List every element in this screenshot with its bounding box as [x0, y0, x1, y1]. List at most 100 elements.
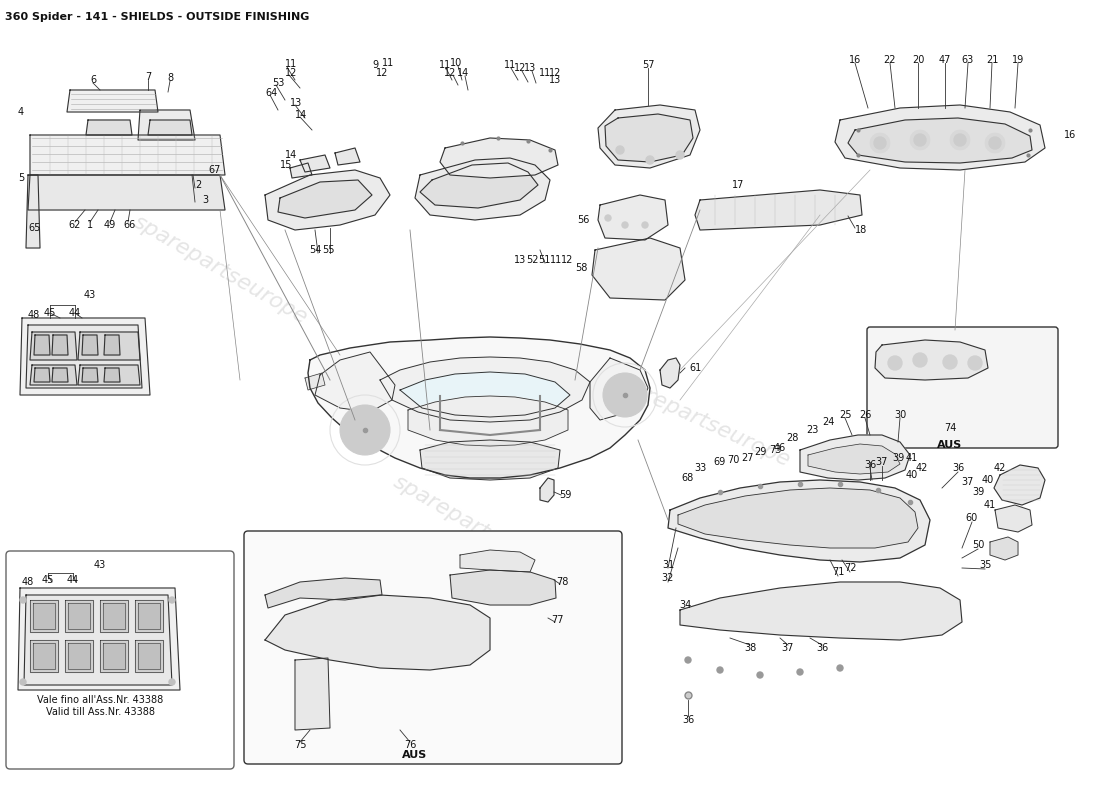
- Text: 39: 39: [892, 453, 904, 463]
- Text: 10: 10: [450, 58, 462, 68]
- Text: 39: 39: [972, 487, 984, 497]
- Text: 31: 31: [662, 560, 674, 570]
- Text: 12: 12: [285, 68, 297, 78]
- Text: 11: 11: [504, 60, 516, 70]
- Polygon shape: [100, 640, 128, 672]
- Text: 29: 29: [754, 447, 767, 457]
- Text: 52: 52: [526, 255, 538, 265]
- Text: 62: 62: [69, 220, 81, 230]
- Circle shape: [603, 373, 647, 417]
- Circle shape: [888, 356, 902, 370]
- Text: 26: 26: [859, 410, 871, 420]
- Circle shape: [646, 156, 654, 164]
- Circle shape: [984, 133, 1005, 153]
- Text: 11: 11: [285, 59, 297, 69]
- Text: 75: 75: [294, 740, 306, 750]
- Polygon shape: [65, 640, 94, 672]
- Polygon shape: [265, 170, 390, 230]
- Circle shape: [989, 137, 1001, 149]
- Text: Valid till Ass.Nr. 43388: Valid till Ass.Nr. 43388: [45, 707, 154, 717]
- Text: 13: 13: [290, 98, 303, 108]
- Text: 50: 50: [971, 540, 984, 550]
- Text: 61: 61: [689, 363, 701, 373]
- Text: 15: 15: [280, 160, 293, 170]
- Polygon shape: [336, 148, 360, 165]
- Text: 36: 36: [952, 463, 964, 473]
- Circle shape: [954, 134, 966, 146]
- Text: 73: 73: [769, 445, 781, 455]
- Circle shape: [968, 356, 982, 370]
- Polygon shape: [34, 368, 50, 382]
- Circle shape: [950, 130, 970, 150]
- Text: 70: 70: [727, 455, 739, 465]
- Text: 43: 43: [94, 560, 106, 570]
- Polygon shape: [800, 435, 910, 480]
- Text: 11: 11: [550, 255, 562, 265]
- Text: 37: 37: [876, 457, 888, 467]
- Polygon shape: [808, 444, 900, 474]
- Text: 4: 4: [18, 107, 24, 117]
- Polygon shape: [305, 373, 324, 390]
- Polygon shape: [86, 120, 132, 135]
- Polygon shape: [450, 570, 556, 605]
- Polygon shape: [67, 90, 158, 112]
- Circle shape: [169, 597, 175, 603]
- Polygon shape: [415, 158, 550, 220]
- Polygon shape: [65, 600, 94, 632]
- Text: 22: 22: [883, 55, 896, 65]
- Circle shape: [605, 215, 610, 221]
- Text: 37: 37: [782, 643, 794, 653]
- Polygon shape: [295, 658, 330, 730]
- Polygon shape: [265, 595, 490, 670]
- Text: 49: 49: [103, 220, 117, 230]
- Text: 44: 44: [67, 575, 79, 585]
- Polygon shape: [103, 603, 125, 629]
- Circle shape: [837, 665, 843, 671]
- Text: 42: 42: [916, 463, 928, 473]
- Polygon shape: [82, 368, 98, 382]
- Circle shape: [642, 222, 648, 228]
- Circle shape: [943, 355, 957, 369]
- Text: 77: 77: [551, 615, 563, 625]
- Polygon shape: [598, 195, 668, 240]
- Circle shape: [717, 667, 723, 673]
- Polygon shape: [660, 358, 680, 388]
- Circle shape: [874, 137, 886, 149]
- Polygon shape: [24, 595, 172, 685]
- Polygon shape: [135, 640, 163, 672]
- Text: 59: 59: [559, 490, 571, 500]
- Text: 17: 17: [732, 180, 745, 190]
- Text: 71: 71: [832, 567, 844, 577]
- Text: 13: 13: [524, 63, 536, 73]
- Text: 12: 12: [443, 68, 456, 78]
- Polygon shape: [379, 357, 590, 422]
- Text: 36: 36: [864, 460, 876, 470]
- Text: 48: 48: [28, 310, 41, 320]
- Polygon shape: [668, 480, 930, 562]
- Text: 41: 41: [906, 453, 918, 463]
- Text: 63: 63: [961, 55, 975, 65]
- Polygon shape: [308, 337, 650, 478]
- Text: 12: 12: [514, 63, 526, 73]
- Polygon shape: [68, 643, 90, 669]
- Text: 14: 14: [456, 68, 469, 78]
- Polygon shape: [678, 488, 918, 548]
- Polygon shape: [78, 365, 140, 385]
- Text: 25: 25: [838, 410, 851, 420]
- Text: 55: 55: [321, 245, 334, 255]
- Text: 12: 12: [561, 255, 573, 265]
- Text: 11: 11: [382, 58, 394, 68]
- Circle shape: [676, 151, 684, 159]
- Polygon shape: [30, 640, 58, 672]
- Text: 34: 34: [679, 600, 691, 610]
- Text: 53: 53: [272, 78, 285, 88]
- Text: 20: 20: [912, 55, 924, 65]
- Polygon shape: [148, 120, 192, 135]
- Text: 7: 7: [145, 72, 151, 82]
- Circle shape: [169, 679, 175, 685]
- Polygon shape: [135, 600, 163, 632]
- Polygon shape: [34, 335, 50, 355]
- Text: 9: 9: [372, 60, 378, 70]
- Text: 60: 60: [966, 513, 978, 523]
- Text: 42: 42: [993, 463, 1007, 473]
